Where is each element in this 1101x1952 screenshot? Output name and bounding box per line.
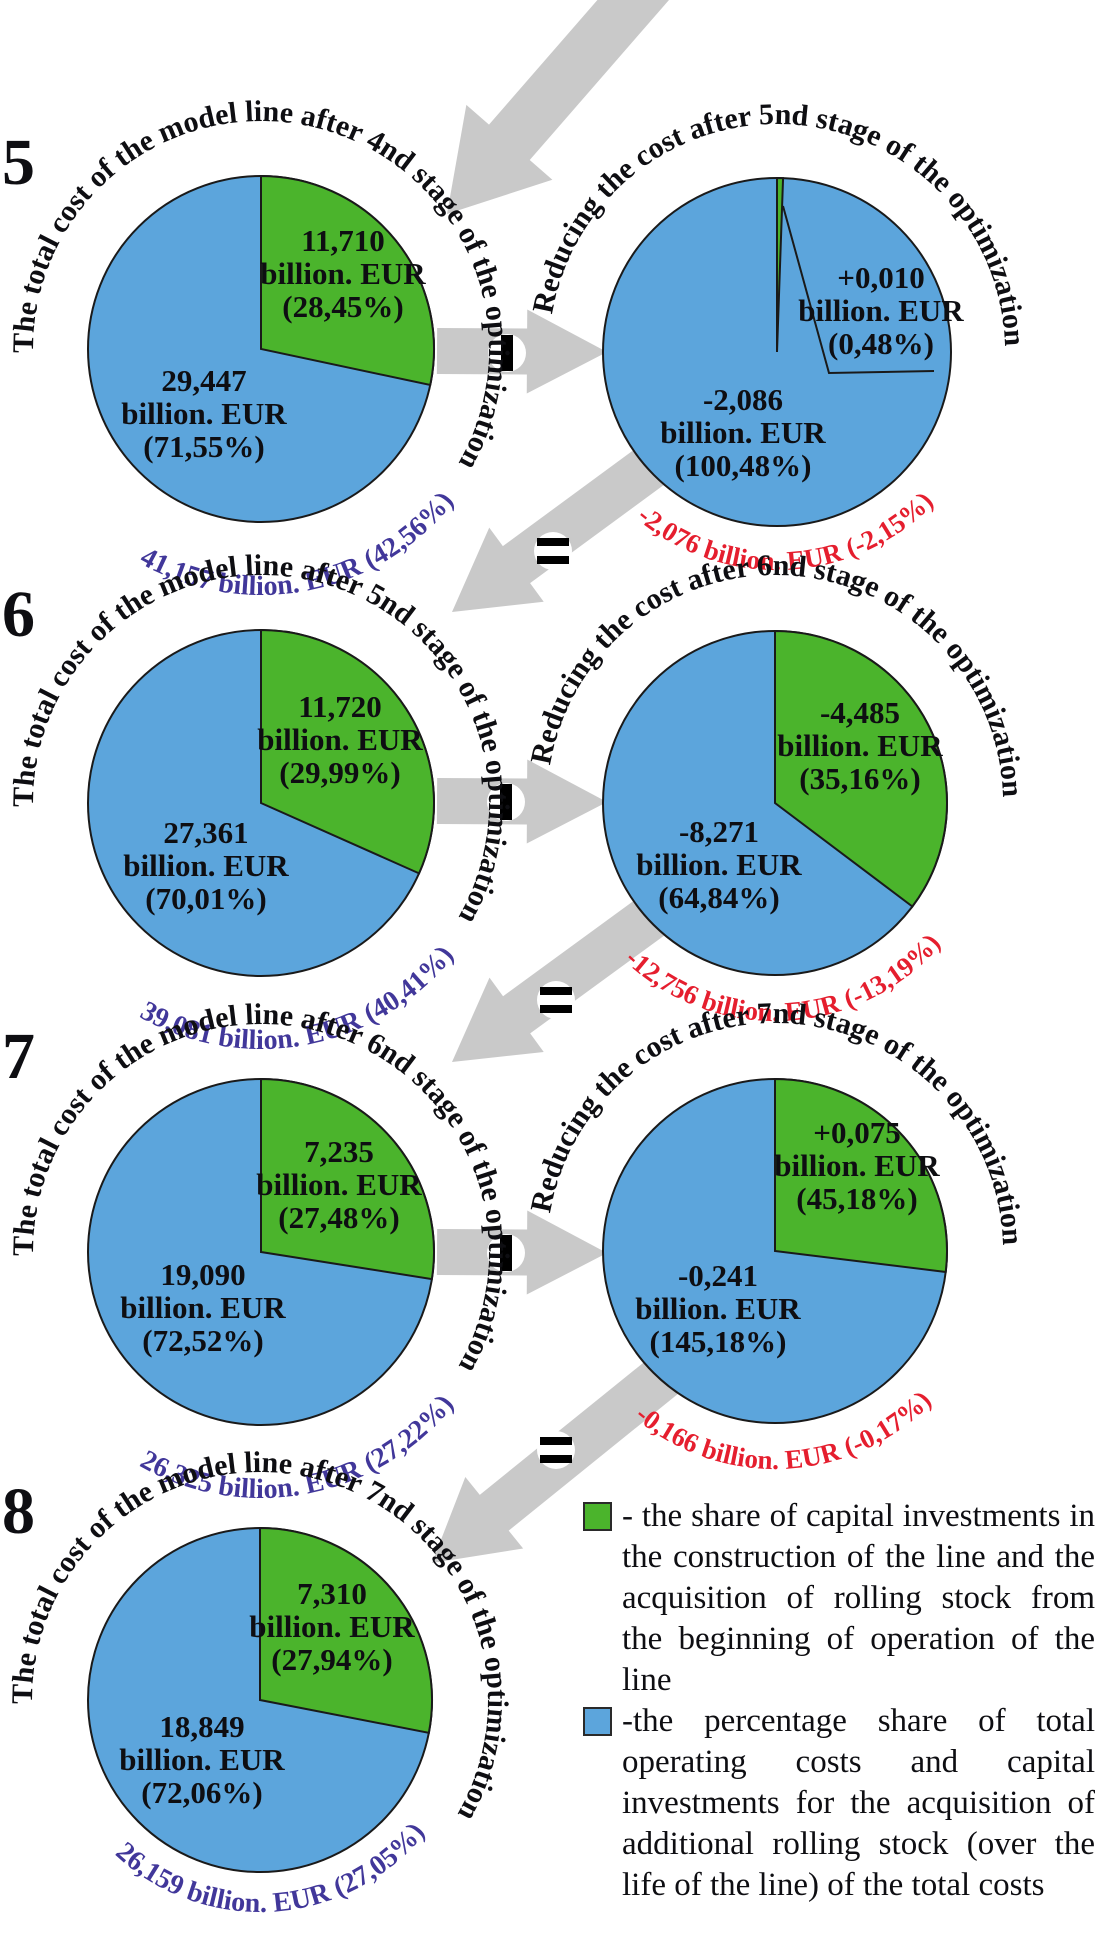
arrow-equals-into-row5	[447, 0, 669, 214]
slice-capital-investments	[774, 1077, 948, 1274]
equals-badge	[534, 532, 572, 570]
green-slice-label: 11,710 billion. EUR (28,45%)	[260, 223, 426, 324]
equals-icon	[540, 1455, 572, 1463]
blue-slice-label: -2,086 billion. EUR (100,48%)	[660, 382, 826, 483]
equals-badge	[537, 981, 575, 1019]
minus-icon	[500, 1235, 512, 1271]
green-slice-label: 7,235 billion. EUR (27,48%)	[256, 1134, 422, 1235]
row-number-5: 5	[2, 126, 35, 199]
legend-swatch-green	[583, 1502, 612, 1531]
minus-icon	[501, 335, 513, 371]
equals-icon	[540, 1005, 572, 1013]
blue-slice-label: -0,241 billion. EUR (145,18%)	[635, 1258, 801, 1359]
green-slice-label: -4,485 billion. EUR (35,16%)	[777, 695, 943, 796]
row-number-6: 6	[2, 578, 35, 651]
equals-icon	[537, 556, 569, 564]
arrow-equals-row6-7	[452, 878, 692, 1062]
callout-line	[782, 205, 935, 375]
equals-icon	[537, 538, 569, 546]
slice-capital-investments	[260, 628, 435, 875]
legend-swatch-blue	[583, 1707, 612, 1736]
row-number-7: 7	[2, 1020, 35, 1093]
slice-capital-investments	[260, 1077, 435, 1281]
slice-capital-investments	[774, 629, 948, 908]
blue-slice-label: 19,090 billion. EUR (72,52%)	[120, 1257, 286, 1358]
slice-capital-investments	[776, 176, 785, 353]
equals-badge	[537, 1431, 575, 1469]
legend-item-capital-investments: - the share of capital investments in th…	[583, 1496, 1095, 1701]
row-number-8: 8	[2, 1475, 35, 1548]
green-slice-label: +0,010 billion. EUR (0,48%)	[798, 260, 964, 361]
green-slice-label: 7,310 billion. EUR (27,94%)	[249, 1576, 415, 1677]
legend-label-operating-costs: -the percentage share of total operating…	[622, 1703, 1095, 1903]
blue-slice-label: 29,447 billion. EUR (71,55%)	[121, 363, 287, 464]
blue-slice-label: 18,849 billion. EUR (72,06%)	[119, 1709, 285, 1810]
slice-capital-investments	[260, 174, 435, 387]
equals-icon	[540, 1437, 572, 1445]
equals-icon	[540, 987, 572, 995]
green-slice-label: +0,075 billion. EUR (45,18%)	[774, 1115, 940, 1216]
pie-8-left: The total cost of the model line after 7…	[6, 1446, 514, 1919]
legend: - the share of capital investments in th…	[583, 1496, 1095, 1906]
arrow-equals-row5-6	[452, 427, 692, 612]
legend-item-operating-costs: -the percentage share of total operating…	[583, 1701, 1095, 1906]
blue-slice-label: -8,271 billion. EUR (64,84%)	[636, 814, 802, 915]
minus-icon	[500, 784, 512, 820]
legend-label-capital-investments: - the share of capital investments in th…	[622, 1498, 1095, 1698]
green-slice-label: 11,720 billion. EUR (29,99%)	[257, 689, 423, 790]
blue-slice-label: 27,361 billion. EUR (70,01%)	[123, 815, 289, 916]
slice-capital-investments	[259, 1526, 433, 1734]
